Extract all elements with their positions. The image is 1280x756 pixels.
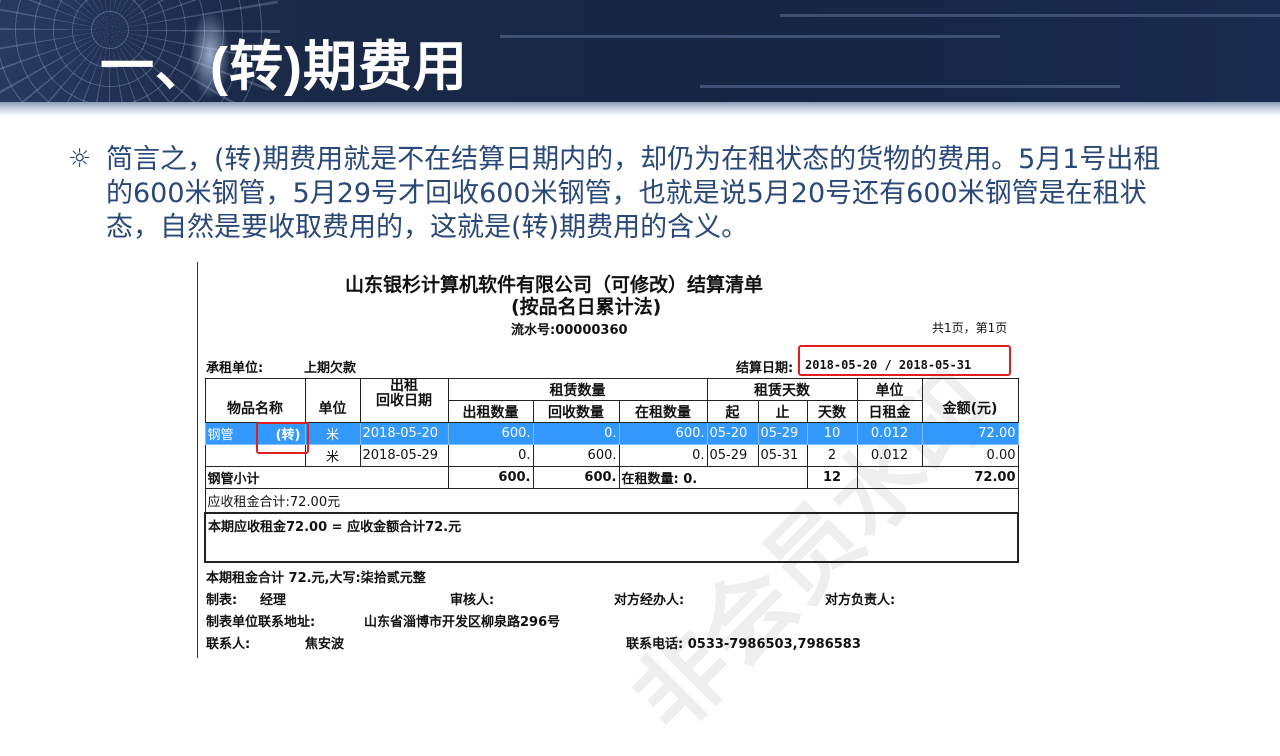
- contact-value: 焦安波: [305, 637, 345, 652]
- slide-title: 一、(转)期费用: [100, 37, 468, 97]
- contact-label: 联系人:: [206, 637, 251, 652]
- receivable-total: 应收租金合计:72.00元: [204, 488, 1019, 513]
- settle-date-label: 结算日期:: [736, 361, 794, 376]
- col-back: 回收数量: [532, 400, 620, 423]
- col-qty-group: 租赁数量: [447, 378, 708, 401]
- table-row[interactable]: 钢管 (转) 米 2018-05-20 600. 0. 600. 05-20 05…: [204, 422, 1019, 445]
- item-unit: 米: [304, 422, 361, 445]
- item-unit: 米: [304, 444, 361, 467]
- renter-value: 上期欠款: [304, 361, 357, 376]
- item-back: 0.: [532, 422, 620, 445]
- maker-value: 经理: [260, 593, 287, 608]
- item-rate: 0.012: [856, 444, 923, 467]
- subtotal-out: 600.: [447, 466, 534, 489]
- col-days-group: 租赁天数: [706, 378, 858, 401]
- col-unit: 单位: [304, 378, 361, 423]
- col-name: 物品名称: [204, 378, 306, 423]
- item-days: 2: [806, 444, 858, 467]
- col-out: 出租数量: [447, 400, 534, 423]
- handler-label: 对方经办人:: [614, 593, 685, 608]
- col-on: 在租数量: [618, 400, 708, 423]
- settle-date-value: 2018-05-20 / 2018-05-31: [805, 358, 972, 372]
- item-on: 0.: [618, 444, 708, 467]
- item-name: 钢管 (转): [204, 422, 306, 445]
- phone: 联系电话: 0533-7986503,7986583: [626, 637, 861, 652]
- item-start: 05-29: [706, 444, 759, 467]
- sun-bullet-icon: ☼: [68, 144, 92, 174]
- subtotal-back: 600.: [532, 466, 620, 489]
- col-date: 出租 回收日期: [359, 378, 449, 423]
- item-amount: 0.00: [921, 444, 1019, 467]
- decoration-line: [500, 35, 1000, 38]
- item-date: 2018-05-20: [359, 422, 449, 445]
- item-days: 10: [806, 422, 858, 445]
- banner-divider: [0, 102, 1280, 116]
- decoration-line: [780, 14, 1280, 17]
- subtotal-label: 钢管小计: [204, 466, 449, 489]
- col-rate-top: 单位: [856, 378, 923, 401]
- item-amount: 72.00: [921, 422, 1019, 445]
- item-out: 600.: [447, 422, 534, 445]
- item-end: 05-31: [757, 444, 808, 467]
- auditor-label: 审核人:: [450, 593, 495, 608]
- subtotal-days: 12: [806, 466, 858, 489]
- item-back: 600.: [532, 444, 620, 467]
- tech-grid-decoration: [0, 0, 280, 104]
- statement-subtitle: (按品名日累计法): [511, 296, 662, 318]
- maker-label: 制表:: [206, 593, 238, 608]
- settlement-statement: 非会员水印 山东银杉计算机软件有限公司（可修改）结算清单 (按品名日累计法) 流…: [197, 262, 1027, 753]
- col-amount: 金额(元): [921, 378, 1019, 423]
- item-rate: 0.012: [856, 422, 923, 445]
- subtotal-row: 钢管小计 600. 600. 在租数量: 0. 12 72.00: [204, 466, 1019, 489]
- item-start: 05-20: [706, 422, 759, 445]
- item-date: 2018-05-29: [359, 444, 449, 467]
- table-row[interactable]: 米 2018-05-29 0. 600. 0. 05-29 05-31 2 0.…: [204, 444, 1019, 467]
- page-count: 共1页，第1页: [932, 321, 1008, 335]
- item-out: 0.: [447, 444, 534, 467]
- period-summary: 本期应收租金72.00 = 应收金额合计72.元: [204, 511, 1019, 563]
- subtotal-amount: 72.00: [856, 466, 1019, 489]
- statement-title: 山东银杉计算机软件有限公司（可修改）结算清单: [345, 274, 764, 296]
- col-end: 止: [757, 400, 808, 423]
- decoration-line: [700, 85, 1120, 88]
- renter-label: 承租单位:: [206, 361, 264, 376]
- responsible-label: 对方负责人:: [825, 593, 896, 608]
- col-start: 起: [706, 400, 759, 423]
- light-glow-decoration: [190, 10, 230, 100]
- statement-table: 物品名称 单位 出租 回收日期 租赁数量 租赁天数 单位 金额(元) 出租数量 …: [204, 378, 1019, 563]
- col-days: 天数: [806, 400, 858, 423]
- address-value: 山东省淄博市开发区柳泉路296号: [364, 615, 561, 630]
- col-rate: 日租金: [856, 400, 923, 423]
- serial-number: 流水号:00000360: [511, 323, 628, 338]
- total-line: 本期租金合计 72.元,大写:柒拾贰元整: [206, 571, 426, 586]
- item-end: 05-29: [757, 422, 808, 445]
- subtotal-on: 在租数量: 0.: [618, 466, 808, 489]
- address-label: 制表单位联系地址:: [206, 615, 316, 630]
- transfer-tag: (转): [275, 428, 301, 443]
- header-banner: [0, 0, 1280, 104]
- transfer-highlight-box: [256, 422, 309, 454]
- date-highlight-box: [798, 345, 1011, 376]
- item-on: 600.: [618, 422, 708, 445]
- body-paragraph: 简言之，(转)期费用就是不在结算日期内的，却仍为在租状态的货物的费用。5月1号出…: [106, 144, 1161, 243]
